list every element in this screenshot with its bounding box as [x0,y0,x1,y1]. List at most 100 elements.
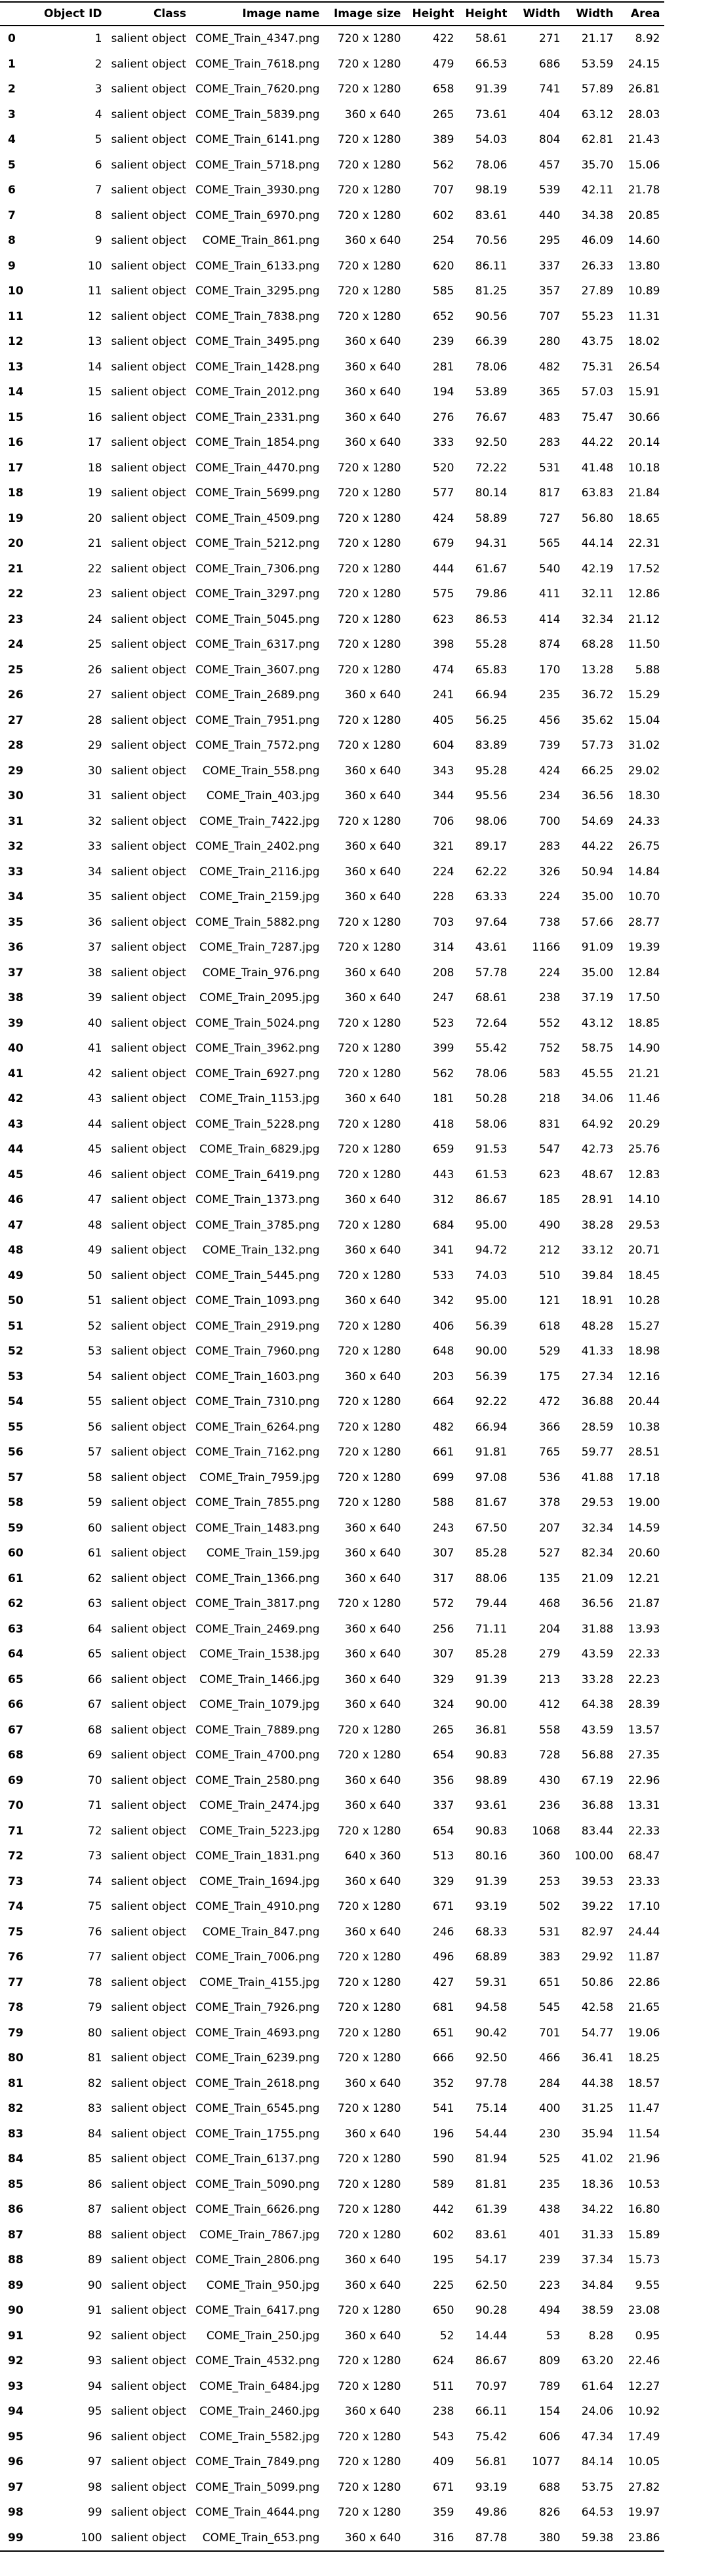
height-px-cell: 651 [433,2026,454,2040]
height-pct-cell: 72.22 [475,461,508,475]
row-index: 90 [8,2304,24,2317]
width-px-cell: 223 [539,2278,561,2292]
image-name-cell: COME_Train_6417.png [195,2304,320,2317]
area-cell: 22.96 [628,1773,660,1787]
width-px-cell: 53 [546,2329,561,2343]
width-px-cell: 400 [539,2102,561,2115]
height-px-cell: 442 [433,2203,454,2216]
row-index: 60 [8,1547,24,1560]
class-cell: salient object [111,2026,186,2040]
class-cell: salient object [111,915,186,929]
height-px-cell: 341 [433,1244,454,1257]
area-cell: 17.10 [628,1900,660,1913]
area-cell: 23.86 [618,2525,665,2552]
class-cell: salient object [111,688,186,702]
width-pct-cell: 68.28 [581,638,614,651]
width-px-cell: 804 [539,133,561,146]
header-object-id: Object ID [39,2,107,26]
width-pct-cell: 62.81 [581,133,614,146]
width-px-cell: 378 [539,1496,561,1509]
image-size-cell: 720 x 1280 [337,158,401,172]
object-id-cell: 18 [87,461,102,475]
class-cell: salient object [111,511,186,525]
object-id-cell: 53 [87,1345,102,1358]
image-size-cell: 720 x 1280 [337,1016,401,1030]
object-id-cell: 8 [94,208,102,222]
table-row: 83 84 salient object COME_Train_1755.png 360… [0,2122,664,2147]
row-index: 36 [8,941,24,954]
area-cell: 10.05 [628,2455,660,2468]
height-pct-cell: 93.19 [475,2480,508,2494]
class-cell: salient object [111,1521,186,1535]
area-cell: 29.02 [628,764,660,778]
image-name-cell: COME_Train_3295.png [195,285,320,298]
height-px-cell: 589 [433,2177,454,2191]
height-pct-cell: 91.53 [475,1143,508,1156]
image-name-cell: COME_Train_4155.jpg [199,1975,320,1989]
class-cell: salient object [111,638,186,651]
height-px-cell: 181 [433,1092,454,1105]
height-pct-cell: 72.64 [475,1016,508,1030]
height-pct-cell: 93.19 [475,1900,508,1913]
width-px-cell: 1166 [532,941,561,954]
table-row: 55 56 salient object COME_Train_6264.png 720… [0,1415,664,1440]
image-size-cell: 360 x 640 [344,1294,401,1307]
class-cell: salient object [111,1496,186,1509]
class-cell: salient object [111,1117,186,1131]
table-row: 2 3 salient object COME_Train_7620.png 720 x… [0,77,664,102]
row-index: 51 [8,1319,24,1333]
height-px-cell: 324 [433,1698,454,1711]
image-size-cell: 720 x 1280 [337,1218,401,1232]
object-id-cell: 55 [87,1395,102,1408]
row-index: 8 [8,234,16,247]
row-index: 99 [0,2525,39,2552]
row-index: 71 [8,1824,24,1838]
height-px-cell: 356 [433,1773,454,1787]
class-cell: salient object [111,1395,186,1408]
area-cell: 20.60 [628,1547,660,1560]
object-id-cell: 60 [87,1521,102,1535]
area-cell: 20.29 [628,1117,660,1131]
area-cell: 20.14 [628,436,660,449]
object-id-cell: 77 [87,1951,102,1964]
row-index: 38 [8,991,24,1004]
table-row: 88 89 salient object COME_Train_2806.png 360… [0,2248,664,2273]
class-cell: salient object [111,713,186,727]
object-id-cell: 65 [87,1648,102,1661]
height-pct-cell: 58.89 [475,511,508,525]
image-name-cell: COME_Train_1153.jpg [199,1092,320,1105]
table-row: 67 68 salient object COME_Train_7889.png 720… [0,1718,664,1743]
height-pct-cell: 68.89 [475,1951,508,1964]
height-px-cell: 225 [433,2278,454,2292]
height-pct-cell: 91.39 [475,1673,508,1686]
row-index: 30 [8,789,24,803]
object-id-cell: 95 [87,2405,102,2418]
height-pct-cell: 70.97 [475,2379,508,2393]
row-index: 81 [8,2076,24,2090]
width-px-cell: 874 [539,638,561,651]
image-size-cell: 720 x 1280 [337,32,401,45]
image-name-cell: COME_Train_6545.png [195,2102,320,2115]
width-pct-cell: 61.64 [581,2379,614,2393]
image-name-cell: COME_Train_4700.png [195,1749,320,1762]
row-index: 56 [8,1446,24,1459]
table-row: 18 19 salient object COME_Train_5699.png 720… [0,481,664,506]
class-cell: salient object [111,335,186,348]
width-px-cell: 326 [539,865,561,879]
height-pct-cell: 90.28 [475,2304,508,2317]
class-cell: salient object [111,1799,186,1812]
height-pct-cell: 83.61 [475,208,508,222]
area-cell: 19.06 [628,2026,660,2040]
object-id-cell: 69 [87,1749,102,1762]
class-cell: salient object [111,2152,186,2166]
width-pct-cell: 75.31 [581,360,614,374]
height-px-cell: 312 [433,1193,454,1206]
class-cell: salient object [111,562,186,576]
image-name-cell: COME_Train_976.png [202,966,320,980]
width-px-cell: 295 [539,234,561,247]
area-cell: 21.78 [628,184,660,197]
area-cell: 13.93 [628,1622,660,1636]
height-px-cell: 590 [433,2152,454,2166]
width-px-cell: 360 [539,1850,561,1863]
width-pct-cell: 82.34 [581,1547,614,1560]
